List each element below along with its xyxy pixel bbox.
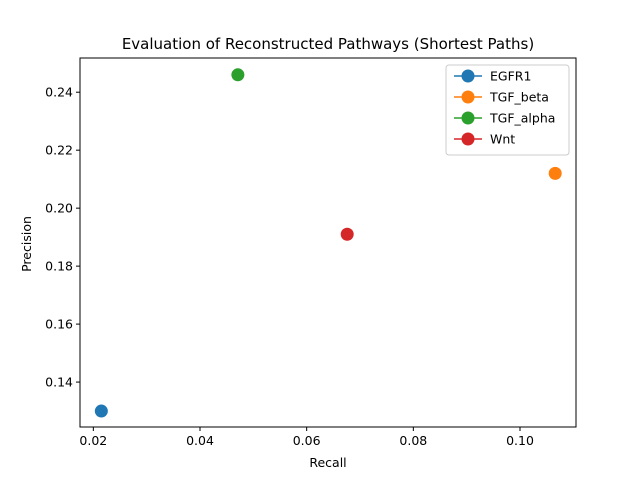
- data-point-wnt: [340, 227, 354, 241]
- y-tick-label: 0.22: [45, 143, 73, 158]
- legend-frame: [445, 64, 570, 156]
- x-axis-label: Recall: [309, 455, 346, 470]
- x-tick-label: 0.06: [293, 433, 321, 448]
- data-point-tgf-alpha: [231, 68, 245, 82]
- axis-ticks: 0.02 0.04 0.06 0.08 0.10 0.14 0.16 0.18 0.20 0.22…: [45, 85, 534, 448]
- x-tick-label: 0.08: [399, 433, 427, 448]
- y-tick-label: 0.14: [45, 375, 73, 390]
- legend-marker-wnt: [461, 132, 475, 146]
- x-tick-label: 0.10: [506, 433, 534, 448]
- y-tick-label: 0.20: [45, 201, 73, 216]
- legend-label-tgf-alpha: TGF_alpha: [489, 111, 555, 126]
- legend: EGFR1 TGF_beta TGF_alpha Wnt: [445, 64, 570, 156]
- plot-frame: [79, 57, 577, 428]
- y-axis-label: Precision: [19, 216, 34, 272]
- y-tick-label: 0.24: [45, 85, 73, 100]
- plot-area: [79, 57, 577, 428]
- data-point-tgf-beta: [548, 166, 562, 180]
- legend-marker-egfr1: [461, 69, 475, 83]
- x-tick-label: 0.04: [186, 433, 214, 448]
- chart-title: Evaluation of Reconstructed Pathways (Sh…: [122, 35, 534, 53]
- legend-marker-tgf-beta: [461, 90, 475, 104]
- legend-label-egfr1: EGFR1: [490, 69, 531, 84]
- x-tick-label: 0.02: [79, 433, 107, 448]
- y-tick-label: 0.16: [45, 317, 73, 332]
- data-point-egfr1: [94, 404, 108, 418]
- legend-label-tgf-beta: TGF_beta: [489, 90, 549, 105]
- legend-label-wnt: Wnt: [490, 132, 515, 147]
- data-points: [94, 68, 562, 418]
- y-tick-label: 0.18: [45, 259, 73, 274]
- legend-marker-tgf-alpha: [461, 111, 475, 125]
